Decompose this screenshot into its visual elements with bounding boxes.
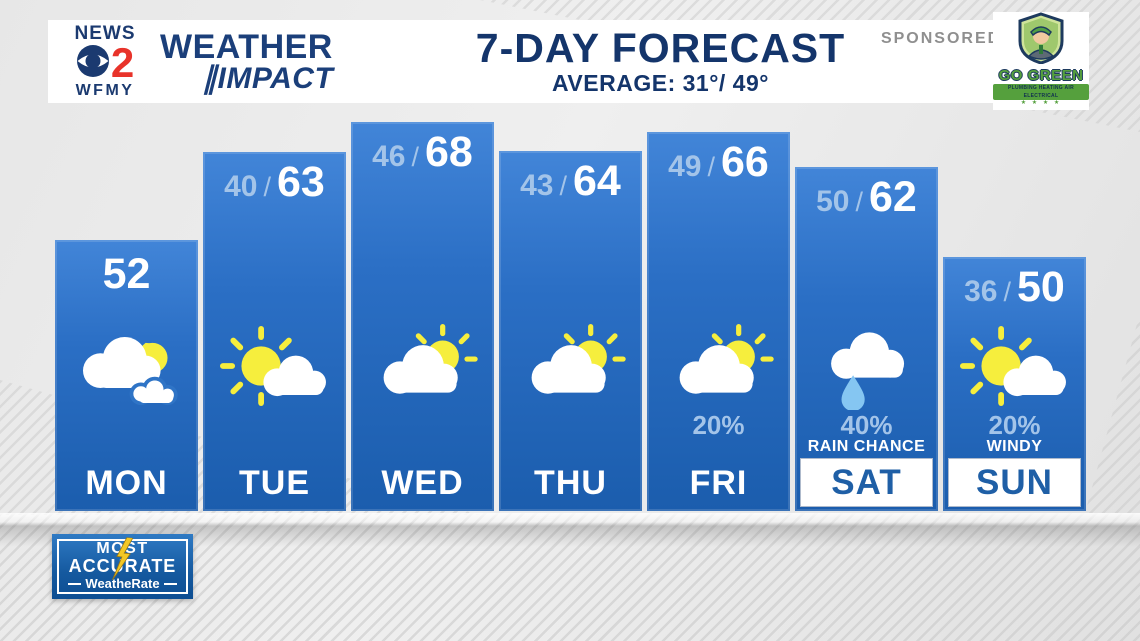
forecast-column-fri: 49 / 66 20% FRI bbox=[647, 132, 790, 511]
precip-chance: 20% bbox=[988, 410, 1041, 440]
rain-cloud-icon bbox=[808, 322, 926, 412]
high-temp: 63 bbox=[277, 158, 325, 206]
temp-separator: / bbox=[263, 172, 272, 202]
news-label: NEWS bbox=[74, 23, 136, 44]
high-temp: 66 bbox=[721, 138, 769, 186]
high-temp: 68 bbox=[425, 128, 473, 176]
temp-separator: / bbox=[411, 142, 420, 172]
forecast-column-tue: 40 / 63 bbox=[203, 152, 346, 511]
low-temp: 49 bbox=[668, 150, 702, 183]
header-banner: NEWS 2 WFMY WEATHER ∥IMPACT 7-DAY FORECA… bbox=[48, 12, 1089, 110]
badge-weatherate: WeatheRate bbox=[68, 576, 176, 592]
cloud-and-sun-icon bbox=[364, 322, 482, 410]
background-stripes-right bbox=[1085, 313, 1140, 513]
cloud-and-sun-icon bbox=[660, 322, 778, 410]
forecast-column-sun: 36 / 50 bbox=[943, 257, 1086, 511]
day-label-tue: TUE bbox=[239, 464, 310, 502]
high-temp: 62 bbox=[869, 173, 917, 221]
badge-accurate: ACCURATE bbox=[68, 556, 177, 576]
high-temp: 52 bbox=[102, 250, 151, 298]
impact-wordmark: ∥IMPACT bbox=[202, 62, 334, 95]
day-label-thu: THU bbox=[534, 464, 607, 502]
weather-wordmark: WEATHER bbox=[160, 28, 333, 66]
temp-separator: / bbox=[707, 152, 716, 182]
temp-separator: / bbox=[559, 171, 568, 201]
day-label-mon: MON bbox=[85, 464, 168, 502]
call-letters: WFMY bbox=[75, 82, 135, 99]
high-temp: 50 bbox=[1017, 263, 1065, 311]
average-subtitle: AVERAGE: 31°/ 49° bbox=[552, 70, 769, 96]
forecast-column-sat: 50 / 62 40% RAIN CHANCE SAT bbox=[795, 167, 938, 511]
go-green-shield-icon bbox=[1015, 12, 1067, 68]
day-label-sun: SUN bbox=[976, 462, 1053, 502]
day-label-fri: FRI bbox=[689, 464, 748, 502]
low-temp: 50 bbox=[816, 185, 850, 218]
channel-number: 2 bbox=[110, 39, 135, 86]
temps-sun: 36 / 50 bbox=[943, 263, 1086, 311]
low-temp: 43 bbox=[520, 169, 554, 202]
temps-tue: 40 / 63 bbox=[203, 158, 346, 206]
forecast-column-wed: 46 / 68 WED bbox=[351, 122, 494, 511]
sun-and-cloud-icon bbox=[956, 322, 1074, 410]
low-temp: 36 bbox=[964, 275, 998, 308]
temps-thu: 43 / 64 bbox=[499, 157, 642, 205]
partly-cloudy-icon bbox=[68, 322, 186, 410]
temp-separator: / bbox=[855, 187, 864, 217]
day-label-wed: WED bbox=[381, 464, 464, 502]
sun-and-cloud-icon bbox=[216, 322, 334, 410]
page-title: 7-DAY FORECAST bbox=[475, 25, 846, 71]
sponsor-stars: ★ ★ ★ ★ bbox=[1020, 100, 1062, 106]
windy-label: WINDY bbox=[986, 438, 1043, 455]
sponsor-tagline: PLUMBING HEATING AIR ELECTRICAL bbox=[993, 84, 1089, 100]
news2-wfmy-logo: NEWS 2 WFMY bbox=[62, 24, 148, 99]
temps-fri: 49 / 66 bbox=[647, 138, 790, 186]
rain-chance-label: RAIN CHANCE bbox=[807, 438, 926, 455]
sponsor-name: GO GREEN bbox=[998, 67, 1084, 84]
low-temp: 46 bbox=[372, 140, 406, 173]
low-temp: 40 bbox=[224, 170, 258, 203]
day-box-sat: SAT bbox=[800, 458, 933, 507]
precip-chance: 20% bbox=[692, 410, 745, 440]
go-green-sponsor-logo: GO GREEN PLUMBING HEATING AIR ELECTRICAL… bbox=[993, 12, 1089, 110]
title-block: 7-DAY FORECAST AVERAGE: 31°/ 49° bbox=[448, 26, 873, 96]
cloud-and-sun-icon bbox=[512, 322, 630, 410]
forecast-column-thu: 43 / 64 THU bbox=[499, 151, 642, 511]
lightning-slash-icon: ∥ bbox=[202, 62, 218, 95]
weather-impact-logo: WEATHER ∥IMPACT bbox=[160, 30, 370, 94]
day-label-sat: SAT bbox=[831, 462, 902, 502]
most-accurate-weatherate-badge: MOST ACCURATE WeatheRate bbox=[52, 534, 193, 599]
temps-sat: 50 / 62 bbox=[795, 173, 938, 221]
forecast-column-mon: 52 bbox=[55, 240, 198, 511]
high-temp: 64 bbox=[573, 157, 621, 205]
temps-mon: 52 bbox=[55, 250, 198, 298]
temp-separator: / bbox=[1003, 277, 1012, 307]
temps-wed: 46 / 68 bbox=[351, 128, 494, 176]
cbs-eye-icon bbox=[76, 44, 110, 83]
day-box-sun: SUN bbox=[948, 458, 1081, 507]
precip-chance: 40% bbox=[840, 410, 893, 440]
